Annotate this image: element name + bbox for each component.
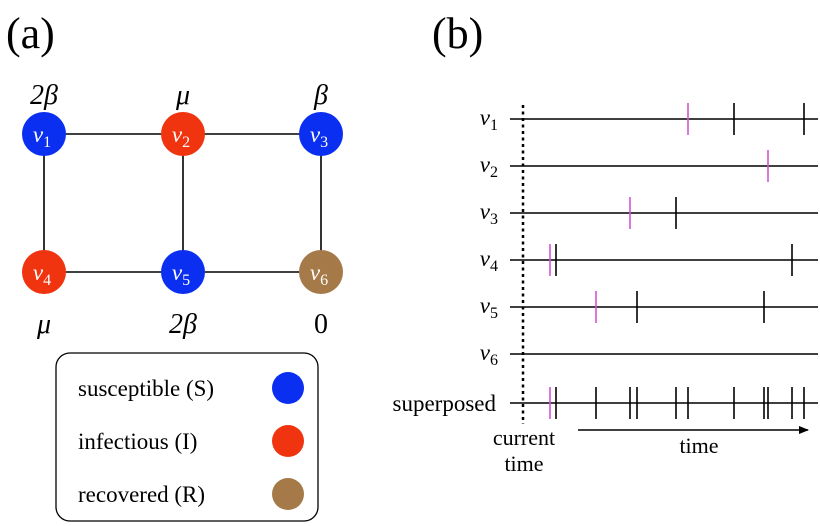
legend-swatch-R — [272, 478, 304, 510]
node-v1-label: v1 — [33, 122, 51, 151]
rate-v6: 0 — [314, 309, 328, 340]
node-v4-label: v4 — [33, 260, 51, 289]
panel-a-label: (a) — [6, 9, 55, 58]
rate-v3: β — [313, 80, 328, 111]
legend-label-S: susceptible (S) — [78, 376, 214, 401]
legend-box — [55, 352, 319, 522]
current-time-label-line2: time — [504, 451, 543, 476]
rate-v2: μ — [175, 80, 190, 111]
legend-swatch-S — [272, 372, 304, 404]
legend-label-R: recovered (R) — [78, 482, 205, 507]
node-v6-circle — [299, 250, 343, 294]
node-v2-label: v2 — [172, 122, 190, 151]
node-v1-circle — [22, 112, 66, 156]
row-label-v3: v3 — [480, 199, 498, 228]
row-label-v5: v5 — [480, 293, 498, 322]
node-v6-label: v6 — [310, 260, 328, 289]
network-nodes: v1 v2 v3 v4 v5 v6 — [22, 112, 343, 294]
row-label-v6: v6 — [480, 340, 498, 369]
legend-label-I: infectious (I) — [78, 429, 197, 454]
legend-swatch-I — [272, 425, 304, 457]
row-label-v1: v1 — [480, 105, 498, 134]
node-v3: v3 — [299, 112, 343, 156]
node-v2-circle — [161, 112, 205, 156]
node-v3-label: v3 — [310, 122, 328, 151]
rate-v5: 2β — [169, 309, 197, 340]
row-label-v4: v4 — [480, 246, 498, 275]
row-label-superposed: superposed — [393, 391, 497, 416]
node-v5-label: v5 — [172, 260, 190, 289]
event-ticks — [549, 103, 805, 419]
rate-v4: μ — [36, 309, 51, 340]
timeline-row-labels: v1 v2 v3 v4 v5 v6 superposed — [393, 105, 498, 416]
node-v5-circle — [161, 250, 205, 294]
node-v4-circle — [22, 250, 66, 294]
node-v4: v4 — [22, 250, 66, 294]
time-axis-label: time — [679, 433, 718, 458]
node-v3-circle — [299, 112, 343, 156]
node-v1: v1 — [22, 112, 66, 156]
legend: susceptible (S) infectious (I) recovered (… — [78, 372, 304, 510]
current-time-label-line1: current — [493, 425, 555, 450]
node-v2: v2 — [161, 112, 205, 156]
node-v5: v5 — [161, 250, 205, 294]
timeline-lines — [510, 118, 818, 404]
panel-b-label: (b) — [432, 9, 483, 58]
rate-v1: 2β — [30, 80, 58, 111]
row-label-v2: v2 — [480, 152, 498, 181]
network-edges — [43, 133, 322, 273]
node-v6: v6 — [299, 250, 343, 294]
node-rates: 2β μ β μ 2β 0 — [30, 80, 328, 340]
